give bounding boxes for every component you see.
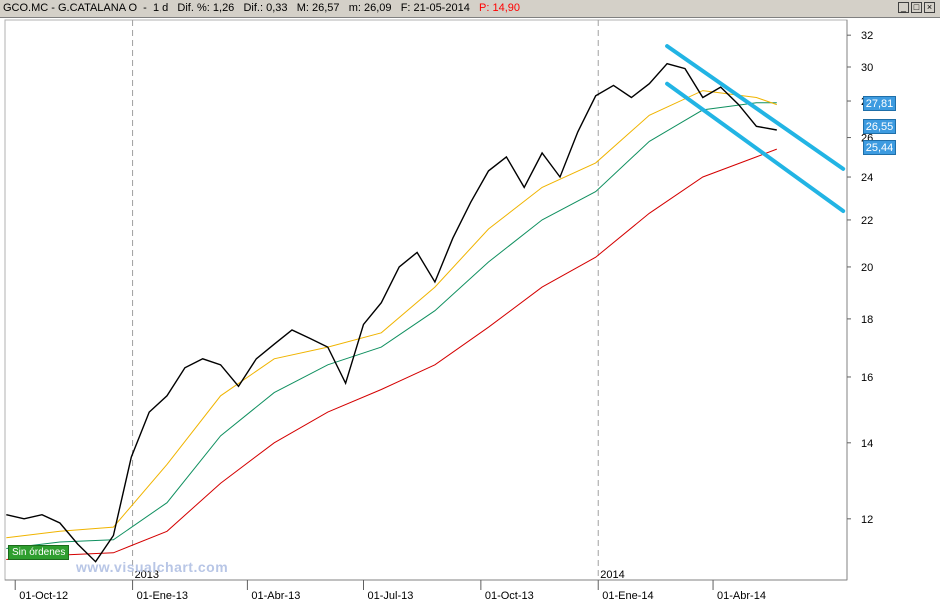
y-tick-label: 18: [861, 314, 873, 326]
price-badge: 27,81: [863, 96, 896, 112]
price-series: [6, 62, 777, 563]
ma-mid-series: [6, 102, 777, 549]
x-tick-label: 01-Ene-13: [137, 590, 188, 602]
dif-pct-value: 1,26: [212, 2, 235, 14]
price-badge: 25,44: [863, 140, 896, 156]
plot-frame: [4, 19, 848, 581]
close-button[interactable]: ×: [924, 2, 935, 13]
channel-line: [665, 81, 846, 214]
y-tick-label: 20: [861, 262, 873, 274]
dif-pct-label: Dif. %:: [177, 2, 210, 14]
period-label: 1 d: [152, 2, 169, 14]
symbol-label: GCO.MC - G.CATALANA O: [3, 2, 138, 14]
ma-long-series: [6, 148, 777, 560]
header-bar: GCO.MC - G.CATALANA O - 1 d Dif. %: 1,26…: [0, 0, 940, 18]
date-label: F:: [400, 2, 411, 14]
y-tick-label: 22: [861, 215, 873, 227]
dif-value: 0,33: [266, 2, 288, 14]
year-label: 2014: [600, 569, 624, 581]
y-tick-label: 12: [861, 514, 873, 526]
watermark: www.visualchart.com: [76, 559, 229, 575]
dif-label: Dif.:: [243, 2, 264, 14]
min-label: m:: [348, 2, 361, 14]
ma-short-series: [6, 90, 777, 539]
y-tick-label: 30: [861, 62, 873, 74]
max-label: M:: [296, 2, 309, 14]
channel-line: [665, 44, 846, 171]
y-tick-label: 32: [861, 30, 873, 42]
x-tick-label: 01-Oct-13: [485, 590, 534, 602]
p-label: P:: [479, 2, 490, 14]
maximize-button[interactable]: □: [911, 2, 922, 13]
y-tick-label: 14: [861, 438, 873, 450]
y-tick-label: 24: [861, 172, 873, 184]
minimize-button[interactable]: _: [898, 2, 909, 13]
p-value: 14,90: [492, 2, 520, 14]
x-tick-label: 01-Jul-13: [367, 590, 413, 602]
x-tick-label: 01-Ene-14: [602, 590, 653, 602]
orders-badge: Sin órdenes: [8, 545, 70, 560]
max-value: 26,57: [312, 2, 340, 14]
header-text: GCO.MC - G.CATALANA O - 1 d Dif. %: 1,26…: [3, 2, 520, 14]
x-tick-label: 01-Abr-14: [717, 590, 766, 602]
date-value: 21-05-2014: [413, 2, 470, 14]
x-tick-label: 01-Abr-13: [251, 590, 300, 602]
year-label: 2013: [135, 569, 159, 581]
x-tick-label: 01-Oct-12: [19, 590, 68, 602]
y-tick-label: 16: [861, 372, 873, 384]
price-badge: 26,55: [863, 119, 896, 135]
min-value: 26,09: [364, 2, 392, 14]
